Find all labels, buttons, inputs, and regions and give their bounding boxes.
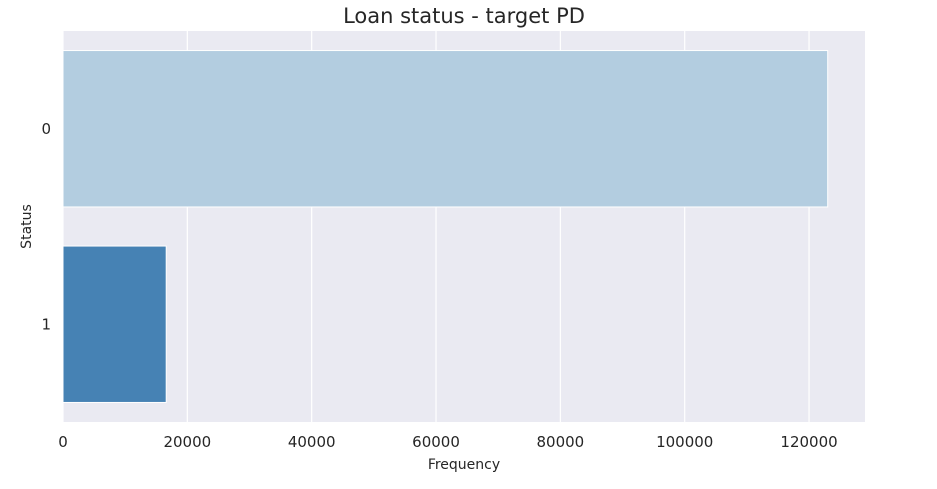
x-tick-label: 0 (58, 433, 68, 451)
x-tick-label: 80000 (537, 433, 585, 451)
y-tick-labels: 01 (41, 120, 51, 334)
y-tick-label: 1 (41, 315, 51, 333)
bar-status-1 (62, 245, 167, 403)
x-axis-label: Frequency (428, 457, 500, 473)
y-axis-label: Status (19, 204, 35, 249)
x-tick-label: 60000 (412, 433, 460, 451)
x-tick-label: 40000 (288, 433, 336, 451)
x-tick-label: 100000 (656, 433, 713, 451)
x-tick-label: 120000 (780, 433, 837, 451)
chart-title: Loan status - target PD (343, 4, 585, 28)
bars (62, 50, 829, 403)
y-tick-label: 0 (41, 120, 51, 138)
bar-status-0 (62, 50, 829, 208)
x-tick-label: 20000 (163, 433, 211, 451)
x-tick-labels: 0 20000 40000 60000 80000 100000 120000 (58, 433, 837, 451)
